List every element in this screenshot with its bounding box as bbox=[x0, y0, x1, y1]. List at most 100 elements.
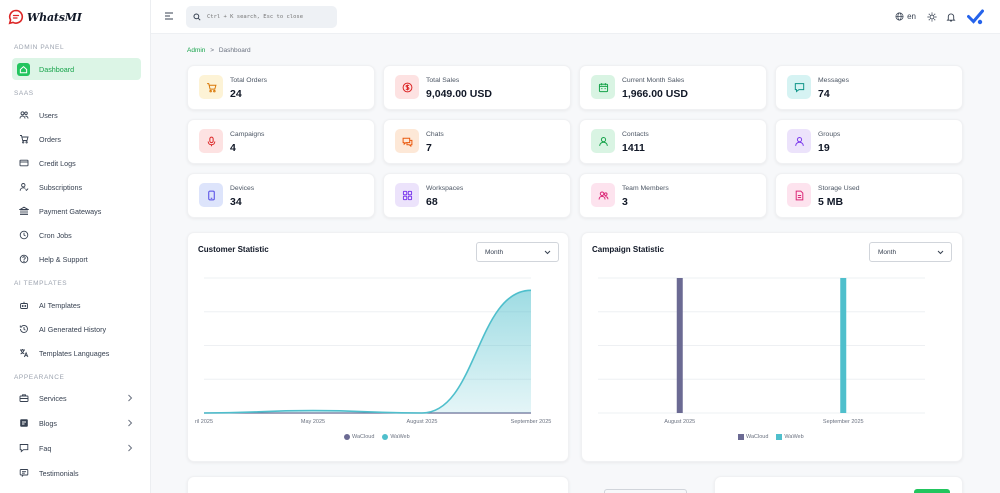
sidebar-item-services[interactable]: Services bbox=[12, 387, 141, 409]
stat-value: 5 MB bbox=[818, 196, 844, 208]
sidebar-item-templates-languages[interactable]: Templates Languages bbox=[12, 342, 141, 364]
campaign-period-value: Month bbox=[878, 248, 897, 256]
breadcrumb-admin-link[interactable]: Admin bbox=[187, 47, 206, 54]
sidebar-item-faq[interactable]: Faq bbox=[12, 437, 141, 459]
legend-item-wacloud[interactable]: WaCloud bbox=[738, 434, 768, 440]
sidebar-item-dashboard[interactable]: Dashboard bbox=[12, 58, 141, 80]
breadcrumb: Admin > Dashboard bbox=[187, 47, 251, 54]
stat-card-current-month-sales[interactable]: Current Month Sales 1,966.00 USD bbox=[579, 65, 767, 110]
customer-chart bbox=[203, 277, 532, 414]
stat-card-total-sales[interactable]: Total Sales 9,049.00 USD bbox=[383, 65, 571, 110]
stat-value: 74 bbox=[818, 88, 830, 100]
campaign-chart-legend: WaCloud WaWeb bbox=[738, 434, 804, 440]
sidebar-item-label: AI Generated History bbox=[39, 324, 107, 334]
series-line-waweb bbox=[203, 289, 532, 414]
sidebar-item-ai-templates[interactable]: AI Templates bbox=[12, 294, 141, 316]
sidebar-item-orders[interactable]: Orders bbox=[12, 128, 141, 150]
group-icon bbox=[787, 129, 811, 153]
bank-icon bbox=[17, 205, 30, 218]
chat-bubble-icon bbox=[17, 467, 30, 480]
sidebar-item-blogs[interactable]: Blogs bbox=[12, 412, 141, 434]
app-name: WhatsMI bbox=[27, 10, 82, 24]
x-tick-label: May 2025 bbox=[300, 419, 326, 425]
bottom-card-left bbox=[187, 476, 687, 493]
stat-value: 7 bbox=[426, 142, 432, 154]
sidebar-item-label: AI Templates bbox=[39, 300, 81, 310]
search-input[interactable] bbox=[207, 14, 337, 20]
bar-waweb[interactable] bbox=[840, 278, 847, 413]
calendar-icon bbox=[591, 75, 615, 99]
bottom-right-badge[interactable] bbox=[914, 489, 950, 493]
legend-label: WaCloud bbox=[352, 434, 375, 440]
stat-label: Workspaces bbox=[426, 185, 464, 192]
stat-card-campaigns[interactable]: Campaigns 4 bbox=[187, 119, 375, 164]
section-ai-templates: AI TEMPLATES bbox=[14, 280, 68, 287]
stat-label: Contacts bbox=[622, 131, 649, 138]
app-logo[interactable]: WhatsMI bbox=[8, 9, 82, 25]
sidebar-item-label: Users bbox=[39, 110, 58, 120]
stat-card-workspaces[interactable]: Workspaces 68 bbox=[383, 173, 571, 218]
microphone-icon bbox=[199, 129, 223, 153]
sidebar-item-users[interactable]: Users bbox=[12, 104, 141, 126]
chevron-down-icon bbox=[544, 250, 551, 255]
x-tick-label: ril 2025 bbox=[194, 419, 214, 425]
legend-swatch bbox=[382, 434, 389, 440]
search-icon bbox=[193, 13, 201, 21]
stat-value: 1411 bbox=[622, 142, 645, 154]
theme-toggle-icon[interactable] bbox=[927, 12, 937, 22]
stat-label: Devices bbox=[230, 185, 255, 192]
legend-label: WaWeb bbox=[390, 434, 410, 440]
stat-card-messages[interactable]: Messages 74 bbox=[775, 65, 963, 110]
stat-value: 24 bbox=[230, 88, 242, 100]
home-icon bbox=[17, 62, 30, 76]
x-tick-label: August 2025 bbox=[406, 419, 438, 425]
stat-label: Current Month Sales bbox=[622, 77, 685, 84]
avatar[interactable] bbox=[967, 9, 984, 25]
stat-value: 19 bbox=[818, 142, 830, 154]
stat-card-storage-used[interactable]: Storage Used 5 MB bbox=[775, 173, 963, 218]
legend-item-waweb[interactable]: WaWeb bbox=[382, 434, 410, 440]
stat-card-team-members[interactable]: Team Members 3 bbox=[579, 173, 767, 218]
stat-card-contacts[interactable]: Contacts 1411 bbox=[579, 119, 767, 164]
sidebar-item-subscriptions[interactable]: Subscriptions bbox=[12, 176, 141, 198]
logo-icon bbox=[8, 9, 24, 25]
search-box[interactable] bbox=[186, 6, 337, 28]
x-tick-label: September 2025 bbox=[510, 419, 552, 425]
stat-label: Campaigns bbox=[230, 131, 265, 138]
menu-toggle-icon[interactable] bbox=[164, 11, 174, 21]
legend-item-waweb[interactable]: WaWeb bbox=[776, 434, 804, 440]
sidebar-item-testimonials[interactable]: Testimonials bbox=[12, 462, 141, 484]
bell-icon[interactable] bbox=[946, 12, 956, 22]
campaign-period-select[interactable]: Month bbox=[869, 242, 952, 262]
sidebar-item-help-support[interactable]: Help & Support bbox=[12, 248, 141, 270]
sidebar-item-ai-generated-history[interactable]: AI Generated History bbox=[12, 318, 141, 340]
bottom-card-right bbox=[714, 476, 963, 493]
sidebar-item-credit-logs[interactable]: Credit Logs bbox=[12, 152, 141, 174]
stat-card-total-orders[interactable]: Total Orders 24 bbox=[187, 65, 375, 110]
message-icon bbox=[787, 75, 811, 99]
sidebar-item-label: Templates Languages bbox=[39, 348, 110, 358]
stat-value: 3 bbox=[622, 196, 628, 208]
sidebar-item-cron-jobs[interactable]: Cron Jobs bbox=[12, 224, 141, 246]
stat-card-groups[interactable]: Groups 19 bbox=[775, 119, 963, 164]
bottom-left-select[interactable] bbox=[604, 489, 687, 493]
sidebar-item-label: Blogs bbox=[39, 418, 57, 428]
stat-label: Messages bbox=[818, 77, 849, 84]
chevron-right-icon bbox=[128, 419, 133, 427]
section-saas: SAAS bbox=[14, 90, 34, 97]
stat-card-chats[interactable]: Chats 7 bbox=[383, 119, 571, 164]
bar-wacloud[interactable] bbox=[676, 278, 683, 413]
sidebar-item-payment-gateways[interactable]: Payment Gateways bbox=[12, 200, 141, 222]
sidebar-item-label: Credit Logs bbox=[39, 158, 76, 168]
stat-card-devices[interactable]: Devices 34 bbox=[187, 173, 375, 218]
customer-period-select[interactable]: Month bbox=[476, 242, 559, 262]
legend-item-wacloud[interactable]: WaCloud bbox=[344, 434, 374, 440]
top-header: en bbox=[151, 0, 1000, 34]
campaign-statistic-title: Campaign Statistic bbox=[592, 245, 665, 254]
series-area-waweb bbox=[204, 290, 531, 413]
legend-swatch bbox=[776, 434, 783, 440]
legend-label: WaWeb bbox=[784, 434, 804, 440]
stat-label: Team Members bbox=[622, 185, 669, 192]
breadcrumb-separator: > bbox=[210, 47, 215, 54]
language-switcher[interactable]: en bbox=[895, 12, 916, 21]
